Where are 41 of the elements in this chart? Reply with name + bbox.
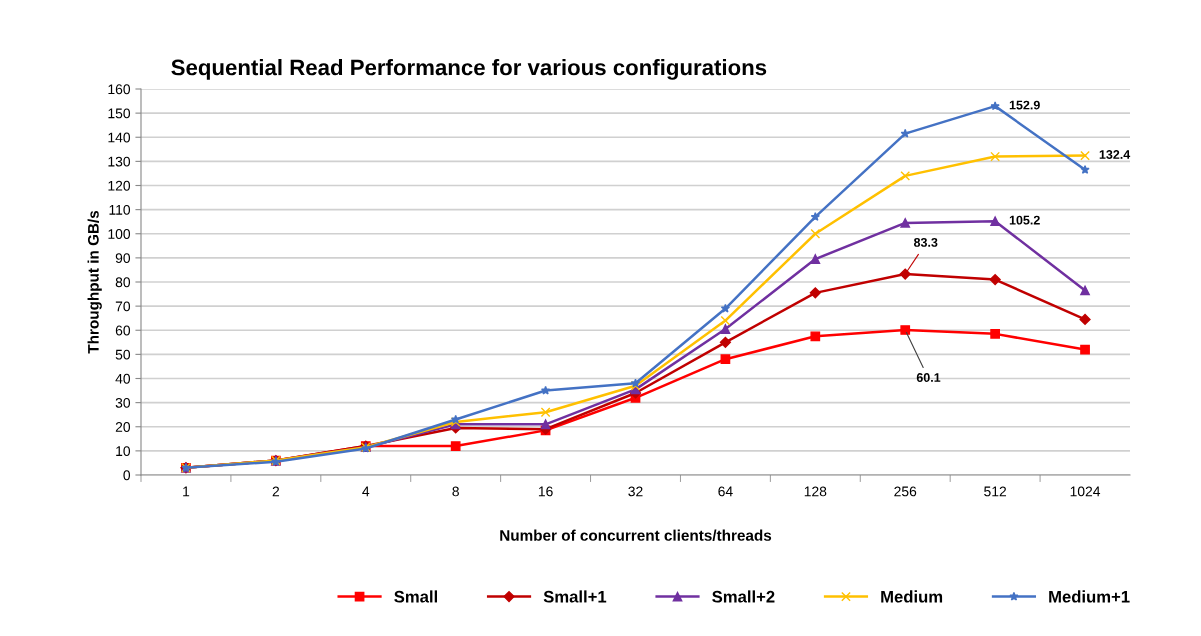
x-tick-label: 16 bbox=[538, 486, 553, 497]
data-label: 152.9 bbox=[1009, 100, 1040, 110]
y-axis-title: Throughput in GB/s bbox=[87, 210, 102, 354]
legend-label: Small bbox=[394, 590, 438, 603]
x-tick-label: 32 bbox=[628, 486, 643, 497]
y-tick-label: 30 bbox=[115, 397, 131, 408]
x-axis-title: Number of concurrent clients/threads bbox=[500, 529, 772, 541]
x-tick-label: 256 bbox=[894, 486, 917, 497]
x-tick-label: 1 bbox=[183, 486, 190, 497]
y-tick-label: 150 bbox=[108, 108, 131, 119]
legend-label: Medium+1 bbox=[1049, 590, 1130, 603]
chart-title: Sequential Read Performance for various configurations bbox=[171, 59, 767, 80]
data-label: 105.2 bbox=[1009, 215, 1040, 225]
x-tick-label: 128 bbox=[804, 486, 827, 497]
y-tick-label: 40 bbox=[115, 373, 131, 384]
y-tick-label: 10 bbox=[116, 446, 131, 457]
y-tick-label: 110 bbox=[109, 204, 131, 215]
y-tick-label: 50 bbox=[115, 349, 131, 360]
x-tick-label: 64 bbox=[718, 486, 733, 497]
data-label: 60.1 bbox=[916, 373, 941, 382]
y-tick-label: 130 bbox=[108, 156, 131, 167]
y-tick-label: 160 bbox=[108, 84, 131, 95]
y-tick-label: 70 bbox=[115, 301, 131, 312]
y-tick-label: 60 bbox=[115, 325, 131, 336]
x-tick-label: 1024 bbox=[1070, 486, 1101, 497]
y-tick-label: 80 bbox=[115, 277, 131, 288]
y-tick-label: 140 bbox=[108, 132, 131, 143]
data-label: 132.4 bbox=[1099, 150, 1131, 159]
y-tick-label: 90 bbox=[115, 253, 131, 264]
x-tick-label: 2 bbox=[272, 486, 280, 497]
legend-label: Small+2 bbox=[712, 590, 775, 603]
x-tick-label: 8 bbox=[452, 486, 459, 497]
legend-label: Medium bbox=[881, 590, 943, 603]
y-tick-label: 20 bbox=[115, 422, 131, 432]
legend-label: Small+1 bbox=[543, 590, 607, 603]
x-tick-label: 4 bbox=[362, 486, 370, 497]
x-tick-label: 512 bbox=[984, 486, 1007, 497]
data-label: 83.3 bbox=[913, 237, 938, 247]
y-tick-label: 100 bbox=[108, 229, 131, 239]
y-tick-label: 0 bbox=[123, 470, 131, 481]
y-tick-label: 120 bbox=[108, 180, 131, 191]
